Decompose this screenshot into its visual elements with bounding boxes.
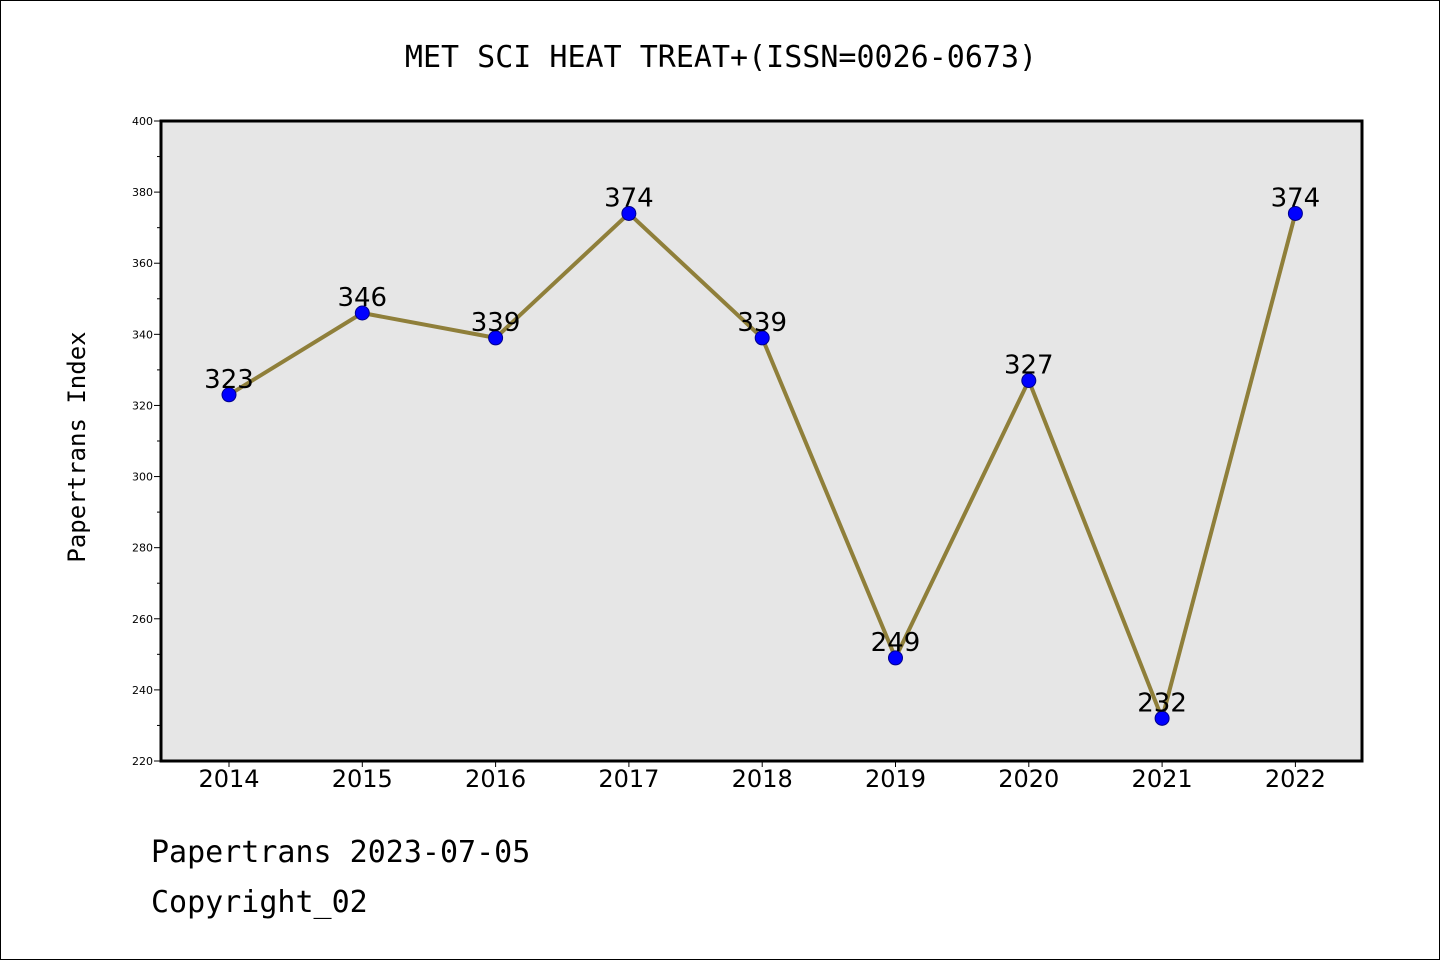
data-point bbox=[354, 305, 370, 321]
data-label: 374 bbox=[604, 183, 654, 213]
y-tick-label: 340 bbox=[132, 328, 153, 341]
data-label: 323 bbox=[204, 365, 254, 395]
data-label: 232 bbox=[1137, 688, 1187, 718]
footer-copyright: Copyright_02 bbox=[151, 885, 368, 920]
x-tick-label: 2022 bbox=[1265, 765, 1326, 793]
chart-title: MET SCI HEAT TREAT+(ISSN=0026-0673) bbox=[405, 40, 1037, 75]
x-tick-label: 2018 bbox=[732, 765, 793, 793]
y-tick-label: 260 bbox=[132, 613, 153, 626]
footer-date: Papertrans 2023-07-05 bbox=[151, 835, 531, 870]
y-axis: 220 240 260 280 300 320 340 360 380 400 bbox=[132, 115, 161, 768]
data-point bbox=[221, 387, 237, 403]
data-point bbox=[1021, 373, 1037, 389]
data-point bbox=[888, 650, 903, 666]
y-tick-label: 300 bbox=[132, 471, 153, 484]
y-axis-label: Papertrans Index bbox=[63, 331, 91, 562]
x-tick-label: 2019 bbox=[865, 765, 926, 793]
y-tick-label: 360 bbox=[132, 257, 153, 270]
y-tick-label: 380 bbox=[132, 186, 153, 199]
x-tick-label: 2014 bbox=[198, 765, 259, 793]
data-point bbox=[488, 330, 504, 346]
series-markers bbox=[221, 205, 1303, 726]
data-point bbox=[1154, 710, 1170, 726]
data-point bbox=[754, 330, 770, 346]
y-tick-label: 240 bbox=[132, 684, 153, 697]
data-point bbox=[1287, 205, 1303, 221]
y-tick-label: 220 bbox=[132, 755, 153, 768]
data-label: 327 bbox=[1004, 351, 1054, 381]
data-label: 339 bbox=[471, 308, 521, 338]
x-tick-label: 2015 bbox=[332, 765, 393, 793]
y-tick-label: 280 bbox=[132, 542, 153, 555]
data-label: 346 bbox=[337, 283, 387, 313]
data-label: 374 bbox=[1271, 183, 1321, 213]
data-label: 339 bbox=[737, 308, 787, 338]
y-tick-label: 400 bbox=[132, 115, 153, 128]
y-tick-label: 320 bbox=[132, 399, 153, 412]
x-tick-label: 2021 bbox=[1132, 765, 1193, 793]
x-tick-label: 2020 bbox=[998, 765, 1059, 793]
data-point bbox=[621, 205, 637, 221]
plot-area bbox=[159, 119, 1364, 763]
x-tick-label: 2017 bbox=[598, 765, 659, 793]
data-label: 249 bbox=[871, 628, 921, 658]
x-axis: 2014 2015 2016 2017 2018 2019 2020 2021 2022 bbox=[198, 761, 1326, 793]
x-tick-label: 2016 bbox=[465, 765, 526, 793]
data-labels: 323 346 339 374 339 249 327 232 374 bbox=[204, 183, 1320, 718]
